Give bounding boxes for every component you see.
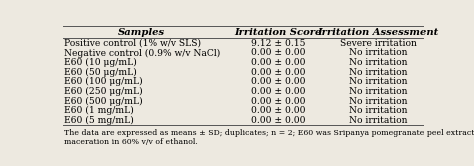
Text: No irritation: No irritation (349, 97, 407, 106)
Text: E60 (5 mg/mL): E60 (5 mg/mL) (64, 116, 133, 125)
Text: 0.00 ± 0.00: 0.00 ± 0.00 (251, 48, 305, 57)
Text: 0.00 ± 0.00: 0.00 ± 0.00 (251, 106, 305, 115)
Text: E60 (10 μg/mL): E60 (10 μg/mL) (64, 58, 137, 67)
Text: No irritation: No irritation (349, 68, 407, 77)
Text: No irritation: No irritation (349, 48, 407, 57)
Text: maceration in 60% v/v of ethanol.: maceration in 60% v/v of ethanol. (64, 138, 198, 146)
Text: E60 (100 μg/mL): E60 (100 μg/mL) (64, 77, 142, 86)
Text: 0.00 ± 0.00: 0.00 ± 0.00 (251, 97, 305, 106)
Text: Negative control (0.9% w/v NaCl): Negative control (0.9% w/v NaCl) (64, 48, 220, 57)
Text: 0.00 ± 0.00: 0.00 ± 0.00 (251, 77, 305, 86)
Text: E60 (1 mg/mL): E60 (1 mg/mL) (64, 106, 133, 115)
Text: Irritation Score: Irritation Score (234, 28, 321, 37)
Text: E60 (500 μg/mL): E60 (500 μg/mL) (64, 97, 142, 106)
Text: Samples: Samples (118, 28, 165, 37)
Text: No irritation: No irritation (349, 87, 407, 96)
Text: 0.00 ± 0.00: 0.00 ± 0.00 (251, 116, 305, 125)
Text: E60 (50 μg/mL): E60 (50 μg/mL) (64, 68, 137, 77)
Text: 0.00 ± 0.00: 0.00 ± 0.00 (251, 68, 305, 77)
Text: E60 (250 μg/mL): E60 (250 μg/mL) (64, 87, 142, 96)
Text: Severe irritation: Severe irritation (340, 39, 417, 48)
Text: 0.00 ± 0.00: 0.00 ± 0.00 (251, 58, 305, 67)
Text: No irritation: No irritation (349, 106, 407, 115)
Text: Irritation Assessment: Irritation Assessment (318, 28, 439, 37)
Text: No irritation: No irritation (349, 116, 407, 125)
Text: The data are expressed as means ± SD; duplicates; n = 2; E60 was Sripanya pomegr: The data are expressed as means ± SD; du… (64, 129, 474, 137)
Text: 9.12 ± 0.15: 9.12 ± 0.15 (251, 39, 305, 48)
Text: No irritation: No irritation (349, 77, 407, 86)
Text: 0.00 ± 0.00: 0.00 ± 0.00 (251, 87, 305, 96)
Text: Positive control (1% w/v SLS): Positive control (1% w/v SLS) (64, 39, 201, 48)
Text: No irritation: No irritation (349, 58, 407, 67)
